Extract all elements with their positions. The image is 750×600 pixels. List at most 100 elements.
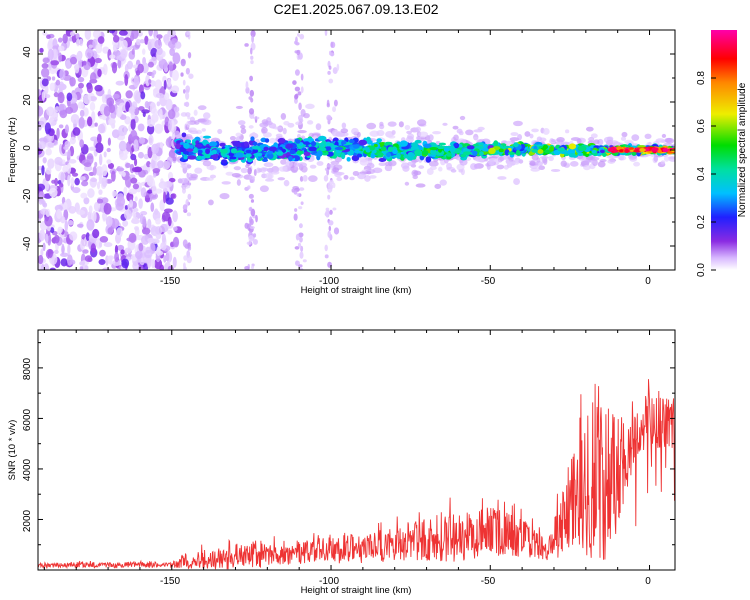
track-cell: [560, 153, 565, 158]
noise-cell: [155, 218, 161, 225]
noise-cell: [97, 36, 105, 44]
scatter-cell: [332, 67, 338, 74]
noise-cell: [77, 76, 85, 83]
haze-cell: [388, 135, 396, 139]
haze-cell: [426, 168, 434, 176]
scatter-cell: [332, 182, 336, 189]
track-cell: [266, 150, 274, 155]
noise-cell: [167, 216, 172, 227]
track-cell: [472, 150, 478, 156]
haze-cell: [240, 128, 247, 135]
noise-cell: [98, 172, 103, 185]
track-cell: [446, 152, 452, 157]
scatter-cell: [250, 60, 254, 65]
scatter-cell: [185, 67, 190, 75]
scatter-cell: [299, 187, 305, 191]
track-cell: [507, 151, 516, 155]
haze-cell: [263, 162, 274, 168]
haze-cell: [434, 183, 442, 189]
top-y-tick-label: 20: [22, 94, 33, 106]
haze-cell: [277, 177, 286, 181]
scatter-cell: [299, 175, 304, 182]
chart-title: C2E1.2025.067.09.13.E02: [273, 1, 438, 17]
noise-cell: [166, 156, 173, 167]
haze-cell: [235, 105, 243, 109]
noise-cell: [41, 165, 45, 176]
noise-cell: [76, 223, 84, 228]
haze-cell: [297, 162, 308, 168]
noise-cell: [74, 63, 80, 74]
noise-cell: [76, 51, 82, 62]
noise-cell: [123, 209, 132, 220]
scatter-cell: [293, 40, 298, 45]
noise-cell: [39, 229, 46, 242]
noise-cell: [41, 91, 46, 101]
track-cell: [298, 142, 304, 146]
spectrogram-ticks: [38, 30, 675, 270]
track-cell: [208, 141, 218, 147]
noise-cell: [67, 149, 71, 159]
noise-cell: [85, 48, 93, 59]
haze-cell: [341, 122, 347, 129]
track-cell: [356, 153, 363, 158]
bottom-y-tick-label: 6000: [22, 408, 33, 431]
noise-cell: [149, 192, 159, 200]
haze-cell: [209, 174, 217, 179]
track-cell: [334, 146, 344, 151]
noise-cell: [154, 208, 159, 216]
scatter-cell: [324, 254, 329, 259]
haze-cell: [509, 137, 520, 142]
noise-cell: [103, 105, 111, 117]
haze-cell: [513, 120, 523, 127]
noise-cell: [162, 191, 167, 204]
haze-cell: [416, 119, 427, 127]
noise-cell: [140, 91, 146, 100]
haze-cell: [303, 113, 310, 119]
haze-cell: [261, 127, 268, 134]
haze-cell: [570, 160, 579, 167]
haze-cell: [633, 161, 641, 167]
snr-plot-area: [38, 379, 675, 570]
haze-cell: [313, 135, 318, 140]
scatter-cell: [332, 207, 337, 211]
noise-cell: [58, 45, 65, 52]
track-cell: [462, 151, 472, 156]
track-cell: [407, 152, 415, 157]
noise-cell: [101, 164, 108, 177]
noise-cell: [131, 30, 139, 40]
haze-cell: [221, 181, 231, 185]
haze-cell: [359, 159, 370, 166]
noise-cell: [146, 178, 153, 186]
noise-cell: [38, 191, 45, 199]
track-cell: [277, 137, 286, 144]
track-cell: [268, 146, 278, 152]
track-cell: [591, 150, 597, 154]
bottom-x-tick-label: -100: [319, 576, 339, 587]
top-y-tick-label: -20: [22, 188, 33, 203]
haze-cell: [473, 136, 479, 140]
noise-cell: [116, 227, 123, 238]
noise-cell: [92, 210, 97, 223]
top-x-tick-label: -150: [160, 276, 180, 287]
noise-cell: [154, 258, 163, 270]
track-cell: [182, 150, 190, 155]
track-cell: [250, 136, 255, 142]
track-cell: [211, 149, 218, 155]
noise-cell: [79, 109, 85, 118]
noise-cell: [111, 129, 120, 139]
noise-cell: [126, 60, 134, 70]
haze-cell: [240, 167, 248, 174]
scatter-cell: [180, 72, 184, 77]
noise-cell: [63, 202, 68, 210]
noise-cell: [44, 122, 51, 135]
noise-cell: [56, 127, 60, 140]
scatter-cell: [295, 260, 299, 265]
haze-cell: [330, 160, 340, 165]
noise-cell: [116, 106, 123, 118]
haze-cell: [217, 128, 223, 134]
top-x-axis-label: Height of straight line (km): [301, 285, 412, 296]
noise-cell: [116, 196, 126, 207]
snr-panel: -150 -100 -50 0 Height of straight line …: [7, 329, 676, 596]
noise-cell: [70, 113, 80, 124]
